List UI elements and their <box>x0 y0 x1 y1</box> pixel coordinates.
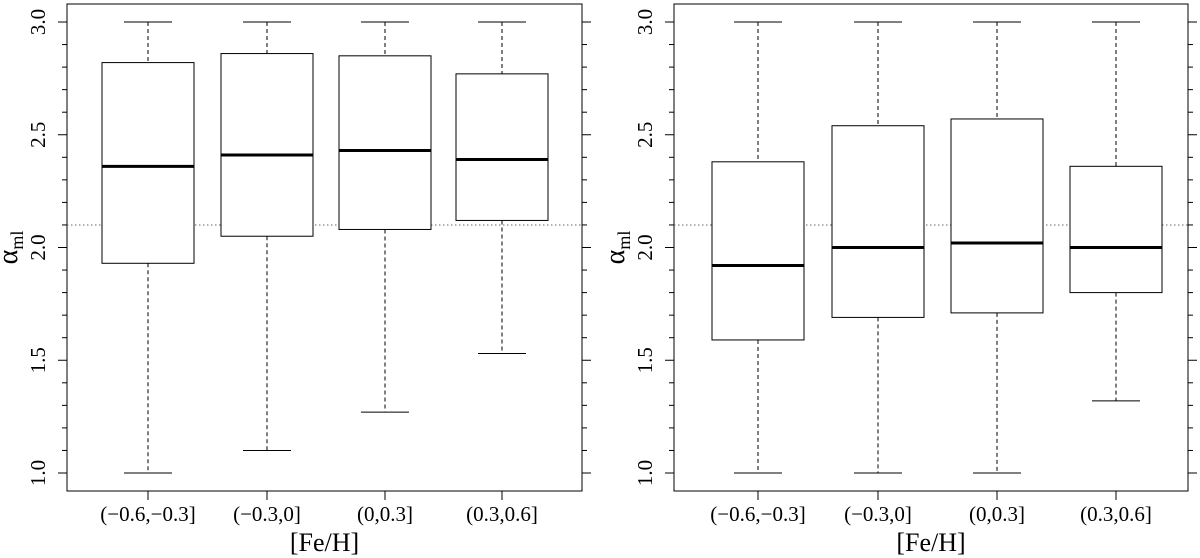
chart-panel-1: 1.0 1.5 2.0 2.5 3.0 αml (−0.6,−0.3] (−0.3,0] (0,… <box>0 3 591 557</box>
x-tick-label: (0.3,0.6] <box>466 502 538 526</box>
x-tick-label: (0,0.3] <box>357 502 413 526</box>
box-1 <box>711 21 805 474</box>
box-3 <box>950 21 1044 474</box>
x-tick-label: (−0.6,−0.3] <box>100 502 195 526</box>
y-tick-label: 2.5 <box>633 122 657 148</box>
y-tick-label: 3.0 <box>26 9 50 35</box>
x-axis-label: [Fe/H] <box>290 528 359 557</box>
y-tick-label: 1.0 <box>26 460 50 486</box>
box-1 <box>101 21 195 474</box>
iqr-box <box>831 125 925 318</box>
box-4 <box>455 21 549 354</box>
iqr-box <box>220 53 314 237</box>
x-axis-label: [Fe/H] <box>896 528 965 557</box>
y-tick-label: 1.5 <box>633 347 657 373</box>
x-tick-label: (0.3,0.6] <box>1080 502 1152 526</box>
box-4 <box>1069 21 1163 402</box>
y-tick-label: 1.0 <box>633 460 657 486</box>
iqr-box <box>455 73 549 221</box>
iqr-box <box>1069 165 1163 294</box>
y-axis-label: αml <box>600 231 634 265</box>
y-tick-label: 1.5 <box>26 347 50 373</box>
y-tick-label: 2.5 <box>26 122 50 148</box>
box-2 <box>831 21 925 474</box>
x-tick-label: (−0.6,−0.3] <box>710 502 805 526</box>
y-tick-label: 2.0 <box>633 234 657 260</box>
chart-panel-2: 1.0 1.5 2.0 2.5 3.0 αml (−0.6,−0.3] (−0.3,0] (0,… <box>600 3 1197 557</box>
x-tick-label: (0,0.3] <box>969 502 1025 526</box>
x-tick-label: (−0.3,0] <box>233 502 301 526</box>
iqr-box <box>101 62 195 264</box>
box-3 <box>338 21 432 413</box>
y-axis-label: αml <box>0 231 27 265</box>
y-tick-label: 3.0 <box>633 9 657 35</box>
iqr-box <box>338 55 432 230</box>
iqr-box <box>711 161 805 341</box>
iqr-box <box>950 118 1044 314</box>
y-tick-label: 2.0 <box>26 234 50 260</box>
x-tick-label: (−0.3,0] <box>844 502 912 526</box>
box-2 <box>220 21 314 451</box>
